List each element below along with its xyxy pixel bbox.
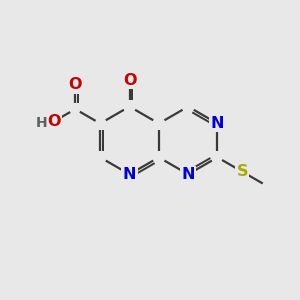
Text: O: O (48, 114, 61, 129)
Text: H: H (35, 116, 47, 130)
Text: O: O (123, 73, 136, 88)
Text: S: S (237, 164, 248, 179)
Text: N: N (123, 167, 136, 182)
Text: N: N (182, 167, 195, 182)
Text: O: O (68, 77, 82, 92)
Text: N: N (211, 116, 224, 131)
